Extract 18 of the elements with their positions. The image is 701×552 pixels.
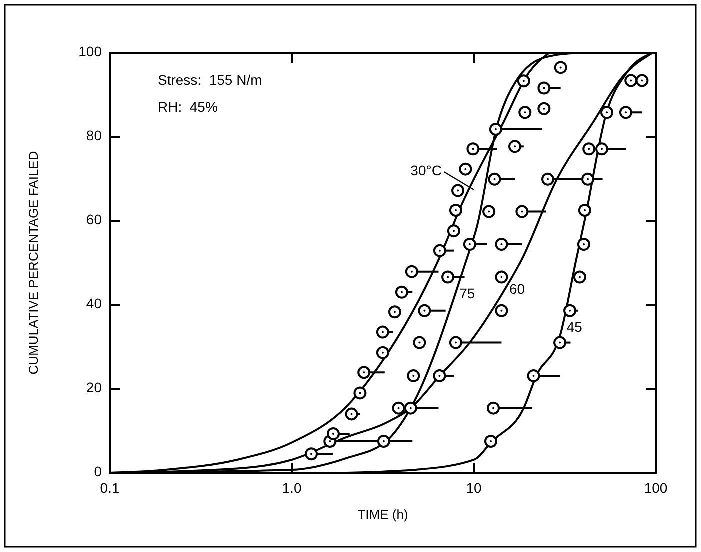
y-axis-title: CUMULATIVE PERCENTAGE FAILED [26, 151, 41, 375]
x-axis-title: TIME (h) [358, 507, 408, 522]
annotation: RH: 45% [158, 99, 218, 115]
x-tick-label: 10 [466, 480, 482, 496]
y-tick-label: 40 [86, 296, 102, 312]
x-tick-label: 1.0 [282, 480, 302, 496]
x-tick-label: 0.1 [100, 480, 120, 496]
series-label: 75 [460, 286, 476, 302]
y-tick-label: 20 [86, 380, 102, 396]
series-label: 60 [510, 281, 526, 298]
x-tick-label: 100 [644, 480, 668, 496]
y-tick-label: 80 [86, 128, 102, 144]
y-tick-label: 60 [86, 212, 102, 228]
series-label: 45 [566, 318, 583, 335]
y-tick-label: 0 [94, 464, 102, 480]
annotation: Stress: 155 N/m [158, 72, 262, 88]
y-tick-label: 100 [78, 44, 102, 60]
text: 30°C [410, 162, 442, 179]
